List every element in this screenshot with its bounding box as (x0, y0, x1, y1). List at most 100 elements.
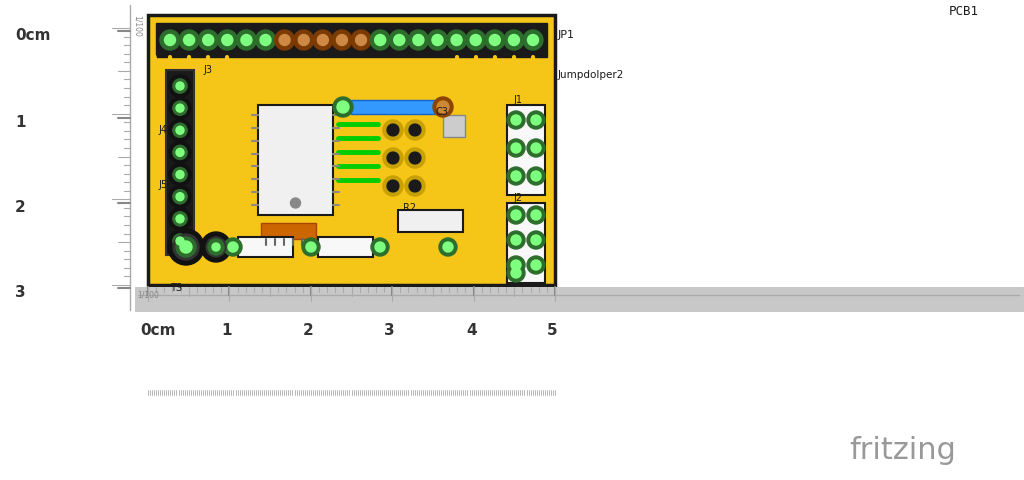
Text: J4: J4 (158, 125, 167, 135)
Circle shape (413, 35, 424, 46)
Circle shape (169, 186, 191, 208)
Bar (238, 237, 293, 257)
Circle shape (409, 124, 421, 136)
Circle shape (507, 256, 525, 274)
Circle shape (173, 145, 187, 159)
Circle shape (427, 30, 447, 50)
Circle shape (237, 30, 256, 50)
Text: 5: 5 (547, 323, 558, 338)
Circle shape (387, 124, 399, 136)
Circle shape (507, 264, 525, 282)
Circle shape (406, 176, 425, 196)
Circle shape (437, 101, 449, 113)
Text: J3: J3 (203, 65, 212, 75)
Circle shape (217, 30, 238, 50)
Circle shape (176, 192, 184, 201)
Circle shape (439, 238, 457, 256)
Circle shape (169, 164, 191, 186)
Circle shape (443, 242, 453, 252)
Circle shape (390, 127, 396, 133)
Circle shape (531, 235, 541, 245)
Circle shape (222, 35, 232, 46)
Circle shape (176, 237, 184, 245)
Circle shape (527, 206, 545, 224)
Circle shape (531, 210, 541, 220)
Text: 0cm: 0cm (140, 323, 175, 338)
Text: 4: 4 (466, 323, 476, 338)
Circle shape (165, 35, 175, 46)
Circle shape (294, 30, 313, 50)
Circle shape (511, 260, 521, 270)
Bar (318, 237, 373, 257)
Text: 3: 3 (15, 285, 26, 300)
Circle shape (531, 115, 541, 125)
Circle shape (169, 142, 191, 163)
Circle shape (173, 145, 187, 159)
Circle shape (394, 35, 404, 46)
Circle shape (169, 97, 191, 119)
Circle shape (317, 35, 329, 46)
Circle shape (183, 35, 195, 46)
Circle shape (412, 155, 418, 161)
Circle shape (176, 215, 184, 223)
Text: 2: 2 (303, 323, 313, 338)
Circle shape (291, 198, 300, 208)
Circle shape (531, 171, 541, 181)
Circle shape (371, 238, 389, 256)
Text: 0cm: 0cm (15, 28, 50, 43)
Circle shape (409, 180, 421, 192)
Text: fritzing: fritzing (849, 436, 955, 465)
Circle shape (208, 239, 224, 255)
Circle shape (527, 139, 545, 157)
Circle shape (504, 30, 524, 50)
Text: 3: 3 (384, 323, 394, 338)
Circle shape (387, 124, 399, 136)
Circle shape (298, 35, 309, 46)
Circle shape (489, 35, 501, 46)
Circle shape (508, 35, 519, 46)
Circle shape (375, 35, 386, 46)
Circle shape (507, 111, 525, 129)
Text: J2: J2 (513, 193, 522, 203)
Circle shape (452, 35, 462, 46)
Circle shape (302, 238, 319, 256)
Circle shape (433, 97, 453, 117)
Circle shape (203, 35, 214, 46)
Circle shape (173, 168, 187, 181)
Circle shape (337, 101, 349, 113)
Circle shape (387, 152, 399, 164)
Circle shape (511, 171, 521, 181)
Circle shape (531, 260, 541, 270)
Circle shape (201, 232, 231, 262)
Bar (156, 23, 547, 57)
Bar (507, 105, 545, 195)
Circle shape (409, 152, 421, 164)
Circle shape (511, 143, 521, 153)
Text: R2: R2 (403, 203, 416, 213)
Circle shape (387, 152, 399, 164)
Circle shape (387, 180, 399, 192)
Circle shape (169, 230, 191, 252)
Circle shape (256, 30, 275, 50)
Circle shape (173, 212, 187, 226)
Circle shape (176, 104, 184, 112)
Circle shape (333, 97, 353, 117)
Circle shape (176, 82, 184, 90)
Circle shape (337, 35, 347, 46)
Circle shape (179, 30, 199, 50)
Circle shape (507, 167, 525, 185)
Circle shape (306, 242, 316, 252)
Bar (135, 287, 1024, 312)
Circle shape (390, 155, 396, 161)
Circle shape (260, 35, 271, 46)
Bar (135, 287, 1024, 312)
Circle shape (389, 30, 410, 50)
Text: 1/100: 1/100 (137, 290, 159, 299)
Circle shape (168, 229, 204, 265)
Circle shape (355, 35, 367, 46)
Circle shape (173, 101, 187, 115)
Circle shape (383, 176, 403, 196)
Bar (135, 312, 1024, 480)
Circle shape (527, 111, 545, 129)
Text: J1: J1 (513, 95, 522, 105)
